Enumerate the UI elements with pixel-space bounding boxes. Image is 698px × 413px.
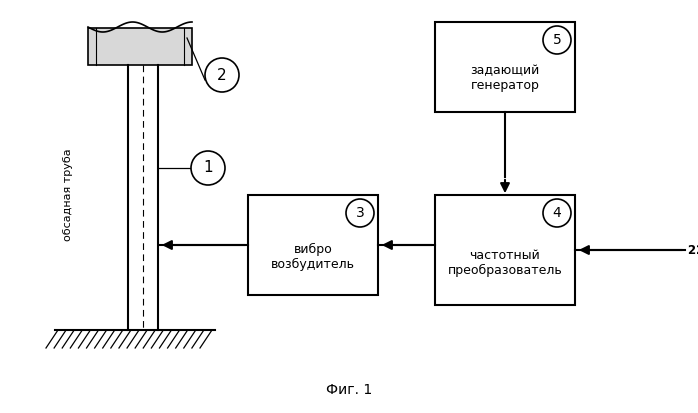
Text: 4: 4 <box>553 206 561 220</box>
Text: вибро
возбудитель: вибро возбудитель <box>271 243 355 271</box>
Text: Фиг. 1: Фиг. 1 <box>326 383 372 397</box>
Text: 220 В, 50 Гц: 220 В, 50 Гц <box>688 244 698 256</box>
Text: 5: 5 <box>553 33 561 47</box>
Circle shape <box>346 199 374 227</box>
Bar <box>248 195 378 295</box>
Circle shape <box>543 26 571 54</box>
Text: обсадная труба: обсадная труба <box>63 149 73 241</box>
Text: 1: 1 <box>203 161 213 176</box>
Bar <box>88 28 192 65</box>
Text: 2: 2 <box>217 67 227 83</box>
Circle shape <box>191 151 225 185</box>
Text: 3: 3 <box>355 206 364 220</box>
Bar <box>435 22 575 112</box>
Bar <box>435 195 575 305</box>
Circle shape <box>543 199 571 227</box>
Text: задающий
генератор: задающий генератор <box>470 64 540 92</box>
Text: частотный
преобразователь: частотный преобразователь <box>447 249 563 277</box>
Circle shape <box>205 58 239 92</box>
